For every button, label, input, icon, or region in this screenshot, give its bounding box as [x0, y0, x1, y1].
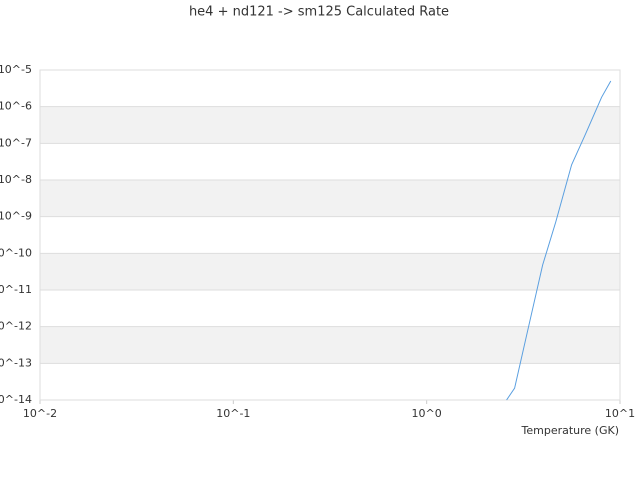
- grid-band: [40, 180, 620, 217]
- plot-border: [39, 69, 621, 401]
- y-tick-label: 10^-6: [0, 100, 32, 113]
- y-tick-label: 10^-9: [0, 210, 32, 223]
- x-tick-label: 10^1: [605, 407, 635, 420]
- grid-band: [40, 106, 620, 144]
- grid-band: [40, 326, 620, 364]
- y-tick-label: 10^-10: [0, 246, 32, 259]
- y-tick-label: 10^-5: [0, 63, 32, 76]
- y-tick-label: 10^-7: [0, 136, 32, 149]
- y-tick-label: 10^-12: [0, 320, 32, 333]
- y-tick-label: 10^-11: [0, 283, 32, 296]
- x-tick-label: 10^-1: [216, 407, 250, 420]
- y-tick-label: 10^-14: [0, 393, 32, 406]
- x-tick-label: 10^0: [412, 407, 442, 420]
- chart-title: he4 + nd121 -> sm125 Calculated Rate: [189, 5, 449, 20]
- line: [506, 80, 612, 401]
- bands: [40, 106, 620, 364]
- x-axis-label: Temperature (GK): [521, 424, 620, 437]
- x-tick-label: 10^-2: [23, 407, 57, 420]
- y-tick-label: 10^-13: [0, 356, 32, 369]
- y-tick-label: 10^-8: [0, 173, 32, 186]
- grid-band: [40, 253, 620, 290]
